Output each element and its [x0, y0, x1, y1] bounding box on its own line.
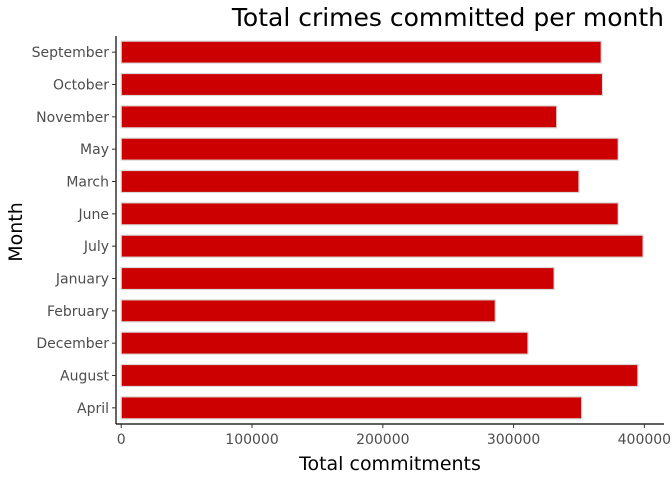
bar-april: [120, 396, 583, 420]
bar-january: [120, 266, 555, 291]
x-tick-label-200000: 200000: [356, 432, 409, 448]
x-tick-label-100000: 100000: [225, 432, 278, 448]
y-tick-label-may: May: [80, 142, 109, 158]
bar-october: [120, 72, 604, 97]
x-tick-label-400000: 400000: [618, 432, 671, 448]
bar-march: [120, 169, 580, 194]
bar-may: [120, 137, 619, 161]
x-tick-label-300000: 300000: [487, 432, 540, 448]
y-tick-label-november: November: [36, 110, 109, 126]
y-tick-label-march: March: [66, 175, 109, 191]
bar-july: [120, 234, 644, 258]
bar-june: [120, 202, 619, 226]
bar-december: [120, 331, 529, 355]
bar-september: [120, 40, 602, 64]
y-tick-label-july: July: [83, 239, 109, 255]
y-tick-label-september: September: [32, 45, 110, 61]
x-tick-label-0: 0: [117, 432, 126, 448]
y-tick-label-february: February: [47, 304, 109, 320]
y-tick-label-january: January: [55, 272, 109, 288]
x-axis-title: Total commitments: [298, 453, 481, 475]
y-tick-label-june: June: [78, 207, 110, 223]
y-axis: April August December February January July Ju…: [32, 36, 117, 424]
y-tick-label-october: October: [53, 78, 109, 94]
bars-layer: [120, 40, 644, 420]
y-tick-label-december: December: [36, 336, 109, 352]
bar-august: [120, 363, 639, 388]
y-tick-label-august: August: [60, 369, 110, 385]
x-axis: 0 100000 200000 300000 400000: [116, 423, 671, 448]
bar-february: [120, 299, 496, 323]
chart-title: Total crimes committed per month: [231, 3, 664, 32]
y-tick-label-april: April: [77, 401, 109, 417]
y-axis-title: Month: [5, 202, 27, 262]
bar-november: [120, 105, 558, 129]
